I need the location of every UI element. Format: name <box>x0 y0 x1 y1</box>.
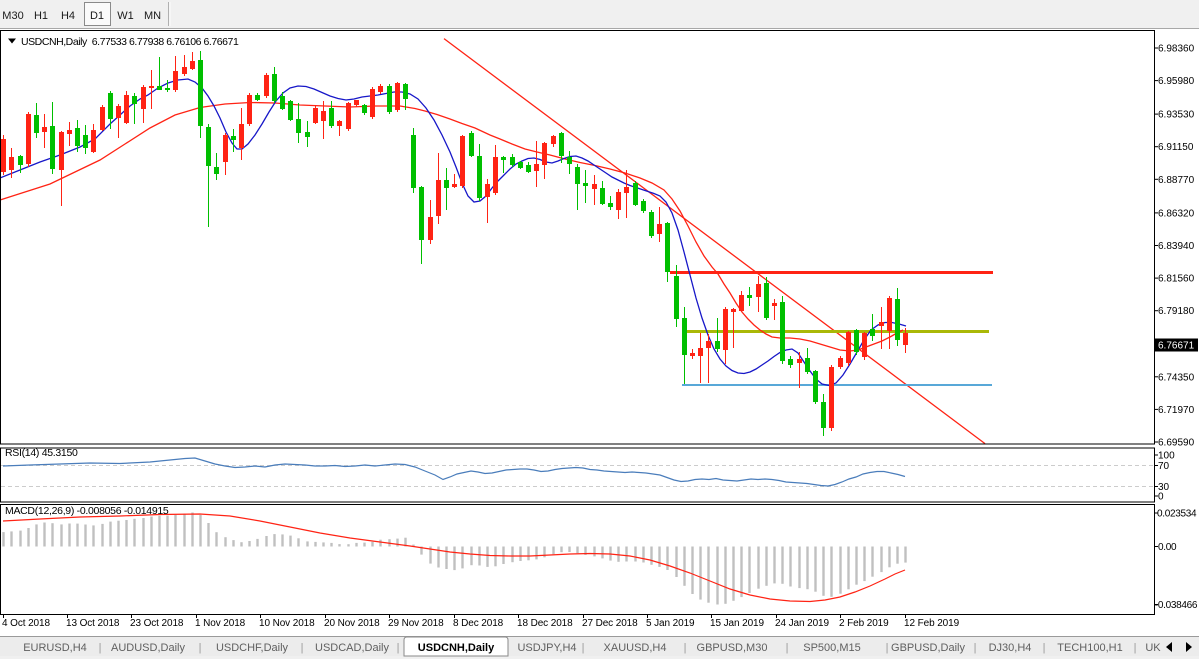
svg-text:24 Jan 2019: 24 Jan 2019 <box>775 618 829 629</box>
svg-text:USDCAD,Daily: USDCAD,Daily <box>315 642 389 654</box>
svg-text:|: | <box>301 642 304 654</box>
svg-text:W1: W1 <box>117 10 134 22</box>
svg-text:GBPUSD,M30: GBPUSD,M30 <box>697 642 768 654</box>
svg-text:H1: H1 <box>34 10 48 22</box>
svg-text:2 Feb 2019: 2 Feb 2019 <box>839 618 889 629</box>
svg-text:SP500,M15: SP500,M15 <box>803 642 860 654</box>
svg-text:100: 100 <box>1158 451 1175 462</box>
svg-text:6.76671: 6.76671 <box>1158 341 1195 352</box>
svg-text:5 Jan 2019: 5 Jan 2019 <box>646 618 695 629</box>
svg-text:0: 0 <box>1158 492 1164 503</box>
svg-text:D1: D1 <box>90 10 104 22</box>
svg-text:TECH100,H1: TECH100,H1 <box>1057 642 1122 654</box>
svg-text:USDCNH,Daily 6.77533 6.77938: USDCNH,Daily 6.77533 6.77938 6.76106 6.7… <box>21 36 239 48</box>
svg-text:6.91150: 6.91150 <box>1158 142 1194 153</box>
svg-text:6.93530: 6.93530 <box>1158 110 1195 121</box>
svg-text:|: | <box>99 642 102 654</box>
svg-text:6.69590: 6.69590 <box>1158 438 1195 449</box>
svg-text:M30: M30 <box>2 10 23 22</box>
svg-text:0.023534: 0.023534 <box>1157 509 1197 520</box>
svg-text:AUDUSD,Daily: AUDUSD,Daily <box>111 642 185 654</box>
svg-text:UK: UK <box>1145 642 1161 654</box>
svg-text:15 Jan 2019: 15 Jan 2019 <box>710 618 764 629</box>
svg-text:|: | <box>1134 642 1137 654</box>
svg-text:XAUUSD,H4: XAUUSD,H4 <box>604 642 667 654</box>
svg-text:12 Feb 2019: 12 Feb 2019 <box>904 618 960 629</box>
svg-text:6.79180: 6.79180 <box>1158 306 1195 317</box>
svg-text:6.86320: 6.86320 <box>1158 208 1195 219</box>
svg-text:|: | <box>1043 642 1046 654</box>
svg-text:6.95980: 6.95980 <box>1158 76 1195 87</box>
svg-text:6.83940: 6.83940 <box>1158 241 1195 252</box>
svg-text:13 Oct 2018: 13 Oct 2018 <box>66 618 120 629</box>
svg-text:30: 30 <box>1158 482 1170 493</box>
svg-text:6.74350: 6.74350 <box>1158 372 1195 383</box>
svg-text:6.98360: 6.98360 <box>1158 44 1195 55</box>
svg-text:MACD(12,26,9) -0.008056 -0.014: MACD(12,26,9) -0.008056 -0.014915 <box>5 505 169 517</box>
svg-text:GBPUSD,Daily: GBPUSD,Daily <box>891 642 965 654</box>
svg-text:USDJPY,H4: USDJPY,H4 <box>517 642 576 654</box>
svg-text:USDCNH,Daily: USDCNH,Daily <box>418 642 495 654</box>
svg-text:H4: H4 <box>61 10 75 22</box>
svg-text:-0.038466: -0.038466 <box>1155 600 1198 611</box>
svg-text:8 Dec 2018: 8 Dec 2018 <box>453 618 504 629</box>
svg-text:6.81560: 6.81560 <box>1158 274 1195 285</box>
svg-text:18 Dec 2018: 18 Dec 2018 <box>517 618 573 629</box>
svg-text:USDCHF,Daily: USDCHF,Daily <box>216 642 289 654</box>
svg-text:4 Oct 2018: 4 Oct 2018 <box>2 618 50 629</box>
svg-text:6.88770: 6.88770 <box>1158 175 1195 186</box>
svg-text:|: | <box>786 642 789 654</box>
svg-text:|: | <box>582 642 585 654</box>
svg-text:MN: MN <box>144 10 161 22</box>
svg-text:|: | <box>199 642 202 654</box>
svg-text:20 Nov 2018: 20 Nov 2018 <box>324 618 380 629</box>
svg-text:0.00: 0.00 <box>1158 542 1177 553</box>
svg-text:29 Nov 2018: 29 Nov 2018 <box>388 618 444 629</box>
svg-text:|: | <box>397 642 400 654</box>
svg-text:10 Nov 2018: 10 Nov 2018 <box>259 618 315 629</box>
svg-text:DJ30,H4: DJ30,H4 <box>989 642 1032 654</box>
svg-text:27 Dec 2018: 27 Dec 2018 <box>582 618 638 629</box>
svg-text:|: | <box>684 642 687 654</box>
svg-text:RSI(14) 45.3150: RSI(14) 45.3150 <box>5 447 78 459</box>
svg-text:1 Nov 2018: 1 Nov 2018 <box>195 618 246 629</box>
svg-text:70: 70 <box>1158 461 1170 472</box>
svg-text:EURUSD,H4: EURUSD,H4 <box>23 642 87 654</box>
svg-text:|: | <box>886 642 889 654</box>
svg-text:|: | <box>974 642 977 654</box>
svg-text:23 Oct 2018: 23 Oct 2018 <box>130 618 184 629</box>
svg-text:6.71970: 6.71970 <box>1158 405 1195 416</box>
